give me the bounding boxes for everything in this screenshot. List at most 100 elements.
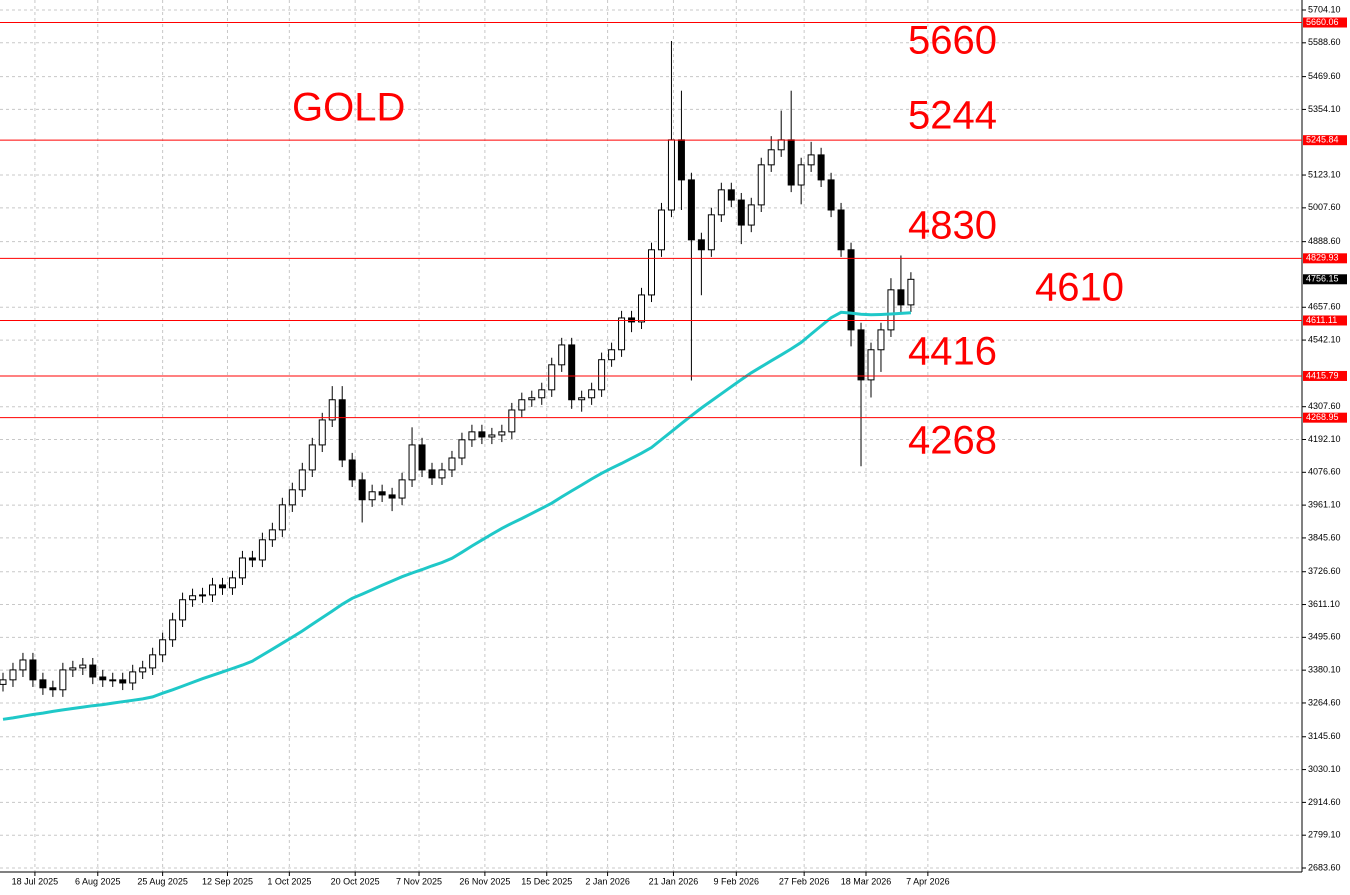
y-tick-label: 5354.10 [1308, 104, 1341, 114]
candle-body [847, 249, 855, 331]
x-tick-label: 21 Jan 2026 [649, 876, 699, 886]
candle-body [578, 397, 586, 401]
level-label: 4829.93 [1306, 253, 1339, 263]
candle-body [608, 349, 616, 361]
candle-body [707, 214, 715, 251]
candle-body [9, 669, 17, 681]
y-tick-label: 3495.60 [1308, 632, 1341, 642]
y-tick-label: 4542.10 [1308, 334, 1341, 344]
candle-body [747, 204, 755, 226]
candle-body [518, 399, 526, 411]
y-tick-label: 4076.60 [1308, 467, 1341, 477]
y-tick-label: 5123.10 [1308, 169, 1341, 179]
candle-body [887, 289, 895, 331]
candle-body [258, 539, 266, 561]
candle-body [667, 139, 675, 211]
x-tick-label: 18 Jul 2025 [12, 876, 59, 886]
candle-body [398, 479, 406, 499]
y-tick-label: 3380.10 [1308, 665, 1341, 675]
annotation: 4610 [1035, 266, 1124, 310]
candle-body [897, 289, 905, 306]
candle-body [388, 494, 396, 499]
candle-body [139, 667, 147, 673]
candle-body [19, 659, 27, 671]
candle-body [727, 189, 735, 201]
level-label: 4268.95 [1306, 412, 1339, 422]
level-label: 4611.11 [1306, 315, 1337, 325]
x-tick-label: 1 Oct 2025 [267, 876, 311, 886]
candle-body [189, 595, 197, 601]
candle-body [687, 179, 695, 241]
candle-body [228, 577, 236, 589]
annotation: 5660 [908, 19, 997, 63]
annotation: 5244 [908, 94, 997, 138]
candle-body [179, 599, 187, 621]
annotation: 4830 [908, 204, 997, 248]
y-tick-label: 3145.60 [1308, 731, 1341, 741]
candle-body [628, 317, 636, 323]
candle-body [817, 154, 825, 181]
candle-body [538, 389, 546, 399]
candle-body [468, 431, 476, 441]
candle-body [837, 209, 845, 251]
candle-body [907, 278, 915, 306]
candle-body [49, 687, 57, 691]
candle-body [757, 164, 765, 206]
candle-body [428, 469, 436, 479]
y-tick-label: 5469.60 [1308, 71, 1341, 81]
candle-body [877, 329, 885, 351]
x-tick-label: 7 Apr 2026 [906, 876, 950, 886]
candle-body [807, 154, 815, 166]
candle-body [867, 349, 875, 381]
candle-body [218, 584, 226, 589]
candle-body [378, 491, 386, 496]
candle-body [29, 659, 37, 681]
y-tick-label: 3611.10 [1308, 599, 1340, 609]
y-tick-label: 4657.60 [1308, 302, 1341, 312]
candle-body [199, 594, 207, 597]
level-label-box [1303, 253, 1347, 264]
x-tick-label: 7 Nov 2025 [396, 876, 442, 886]
x-tick-label: 12 Sep 2025 [202, 876, 253, 886]
candle-body [558, 344, 566, 366]
y-tick-label: 5588.60 [1308, 37, 1341, 47]
candle-body [418, 444, 426, 471]
candle-body [328, 399, 336, 421]
candle-body [109, 679, 117, 682]
y-tick-label: 4888.60 [1308, 236, 1341, 246]
x-tick-label: 27 Feb 2026 [779, 876, 830, 886]
candle-body [149, 654, 157, 669]
y-tick-label: 2914.60 [1308, 797, 1341, 807]
x-tick-label: 18 Mar 2026 [841, 876, 892, 886]
candle-body [69, 667, 77, 671]
candle-body [348, 459, 356, 481]
level-label-box [1303, 315, 1347, 326]
candle-body [408, 444, 416, 481]
candle-body [129, 671, 137, 684]
level-label-box [1303, 370, 1347, 381]
candle-body [318, 419, 326, 446]
candle-body [857, 329, 865, 381]
candle-body [528, 397, 536, 401]
level-label-box [1303, 17, 1347, 28]
candle-body [39, 679, 47, 689]
y-tick-label: 3726.60 [1308, 566, 1341, 576]
candle-body [767, 149, 775, 166]
candle-body [717, 189, 725, 216]
candle-body [777, 139, 785, 151]
y-tick-label: 5704.10 [1308, 4, 1341, 14]
chart-title: GOLD [292, 86, 405, 130]
candle-body [697, 239, 705, 251]
level-label: 4415.79 [1306, 370, 1339, 380]
last-price-label: 4756.15 [1306, 274, 1339, 284]
candle-body [248, 557, 256, 561]
candle-body [338, 399, 346, 461]
y-tick-label: 4307.60 [1308, 401, 1341, 411]
candle-body [827, 179, 835, 211]
candle-body [677, 139, 685, 181]
candle-body [448, 457, 456, 471]
x-tick-label: 9 Feb 2026 [714, 876, 760, 886]
candle-body [548, 364, 556, 391]
